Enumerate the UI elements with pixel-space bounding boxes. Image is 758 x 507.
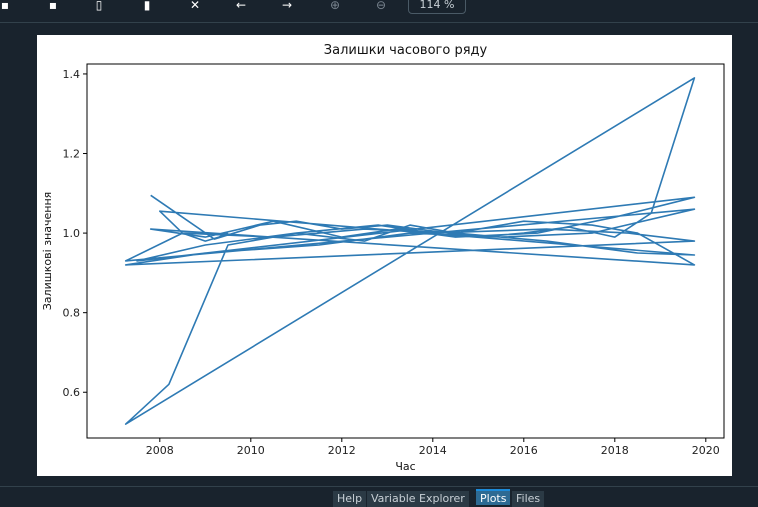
zoom-out-icon[interactable]: ⊖ xyxy=(375,0,387,12)
zoom-in-icon[interactable]: ⊕ xyxy=(329,0,341,12)
x-tick-label: 2008 xyxy=(146,444,174,457)
zoom-level-field[interactable]: 114 % xyxy=(408,0,466,14)
delete-all-icon[interactable]: ✕ xyxy=(189,0,201,12)
x-tick-label: 2018 xyxy=(601,444,629,457)
tab-variable-explorer[interactable]: Variable Explorer xyxy=(367,491,469,507)
copy-icon[interactable]: ▯ xyxy=(95,0,103,12)
previous-icon[interactable]: ← xyxy=(235,0,247,12)
save-all-icon[interactable]: ▪ xyxy=(48,0,58,12)
axes-frame xyxy=(86,63,725,439)
tab-files[interactable]: Files xyxy=(512,491,545,507)
x-tick-label: 2010 xyxy=(237,444,265,457)
delete-icon[interactable]: ▮ xyxy=(143,0,151,12)
save-icon[interactable]: ▪ xyxy=(0,0,10,12)
residuals-chart: 2008 2010 2012 2014 2016 2018 2020 0.6 0.8 1.0 1.2… xyxy=(41,43,725,473)
plots-toolbar: ▪ ▪ ▯ ▮ ✕ ← → ⊕ ⊖ 114 % xyxy=(0,0,758,23)
figure-canvas[interactable]: 2008 2010 2012 2014 2016 2018 2020 0.6 0.8 1.0 1.2… xyxy=(37,35,732,476)
next-icon[interactable]: → xyxy=(281,0,293,12)
y-tick-label: 1.0 xyxy=(63,227,81,240)
plot-area: 2008 2010 2012 2014 2016 2018 2020 0.6 0.8 1.0 1.2… xyxy=(0,23,758,485)
x-tick-label: 2016 xyxy=(510,444,538,457)
x-axis-label: Час xyxy=(395,460,415,473)
y-tick-label: 0.8 xyxy=(63,307,81,320)
y-tick-label: 1.2 xyxy=(63,148,81,161)
tab-help[interactable]: Help xyxy=(333,491,367,507)
series-line xyxy=(124,77,696,425)
x-tick-label: 2020 xyxy=(692,444,720,457)
chart-title: Залишки часового ряду xyxy=(324,43,488,58)
x-tick-label: 2014 xyxy=(419,444,447,457)
pane-tab-bar: Help Variable Explorer Plots Files xyxy=(0,486,758,507)
tab-plots[interactable]: Plots xyxy=(476,489,511,505)
y-axis-label: Залишкові значення xyxy=(41,192,54,311)
y-tick-label: 0.6 xyxy=(63,386,81,399)
x-tick-label: 2012 xyxy=(328,444,356,457)
y-tick-label: 1.4 xyxy=(63,68,81,81)
